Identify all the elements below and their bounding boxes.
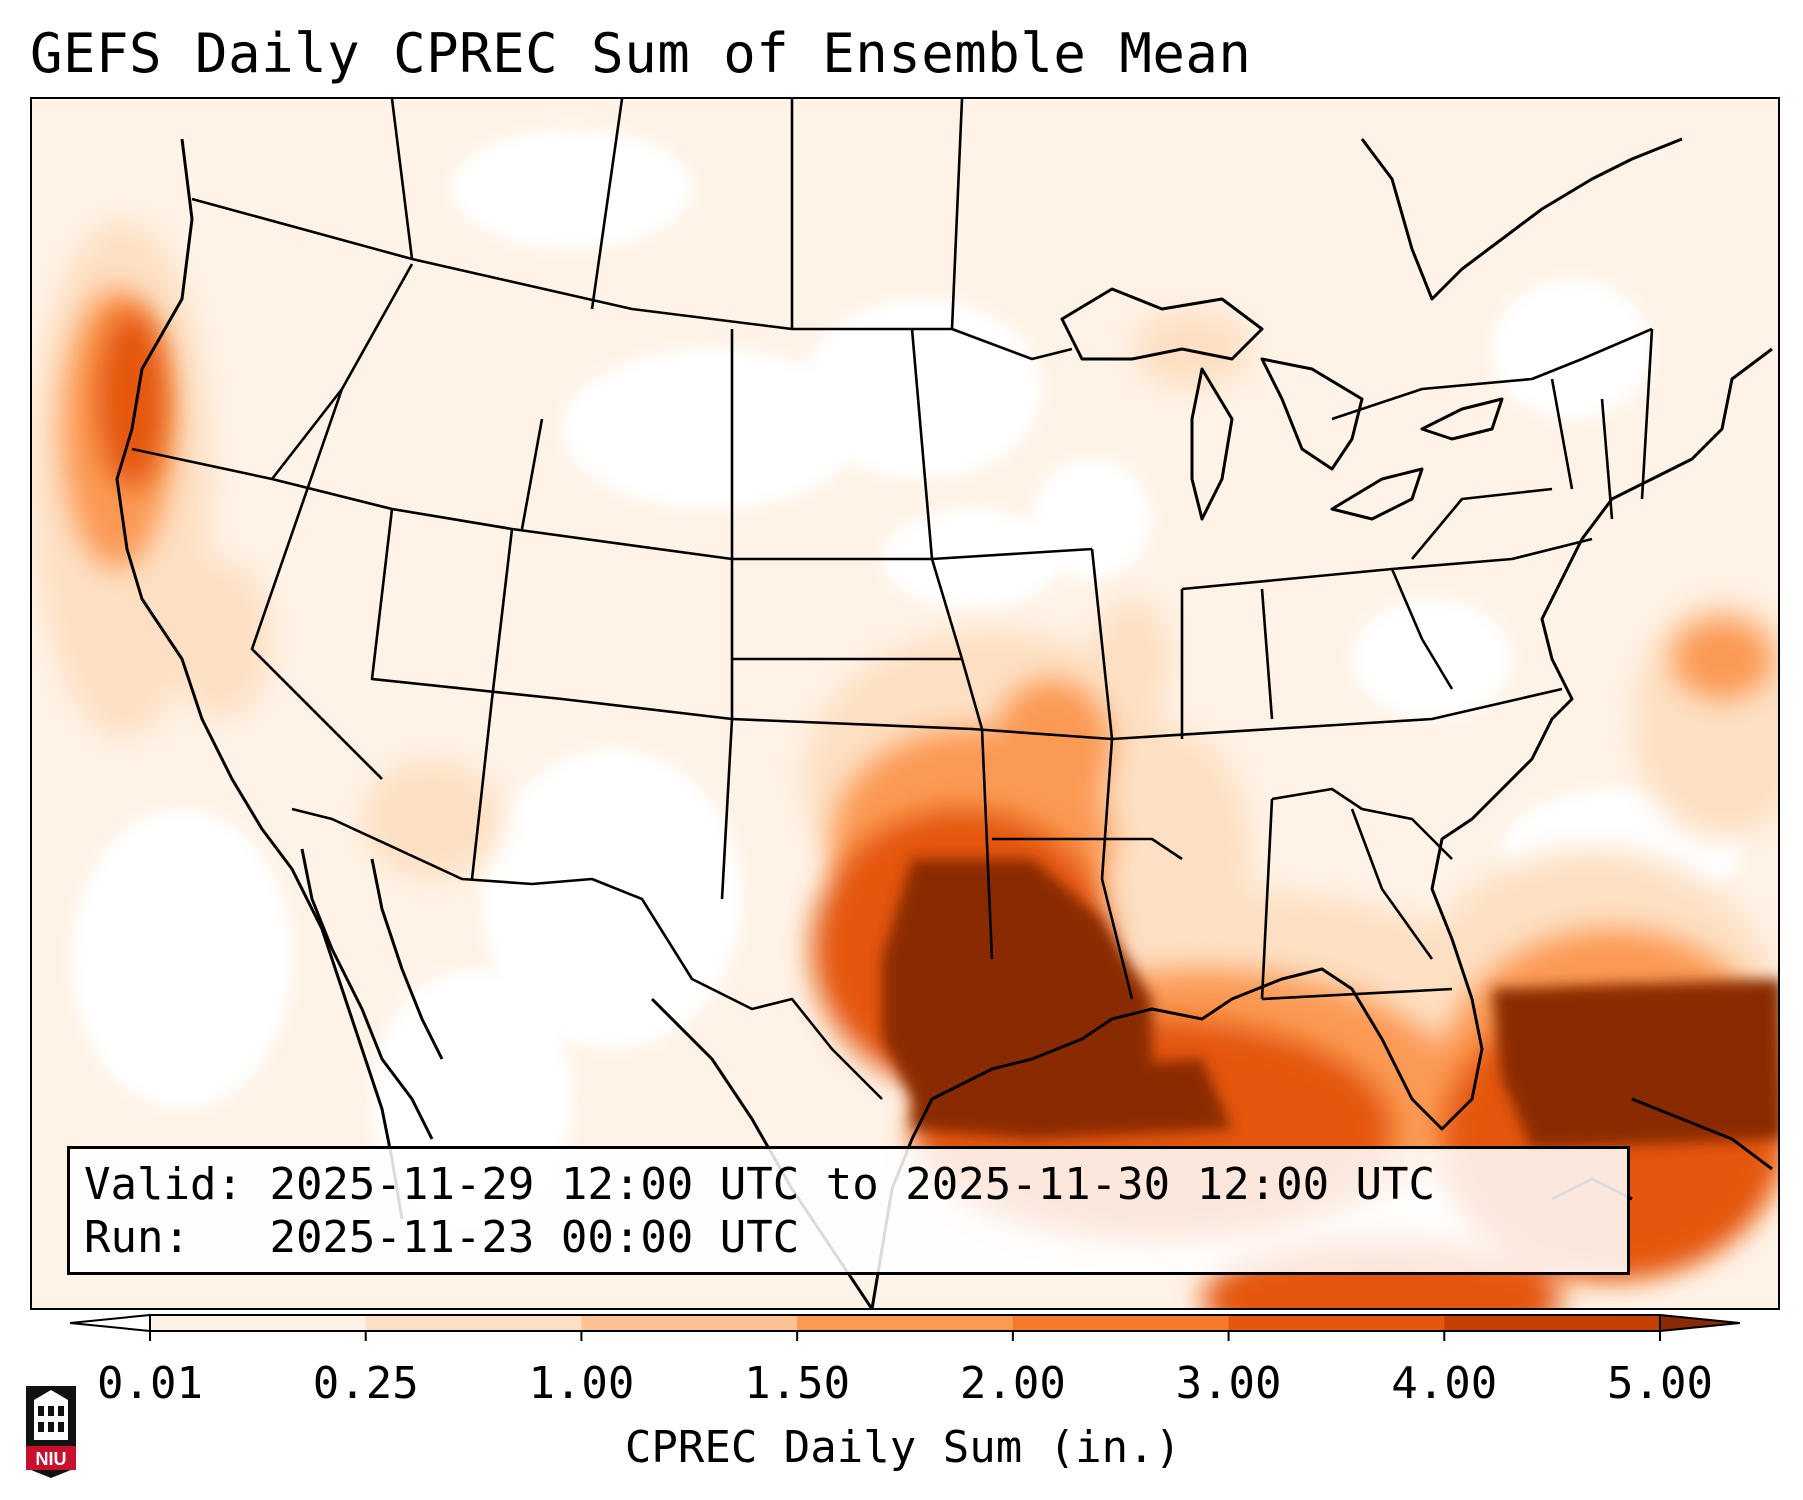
colorbar-tick-label: 1.50: [744, 1358, 851, 1409]
precipitation-map: [32, 99, 1778, 1308]
colorbar-segments: [149, 1314, 1661, 1332]
colorbar-over-triangle: [1659, 1313, 1740, 1333]
map-panel: [30, 97, 1780, 1310]
colorbar-segment: [1444, 1315, 1661, 1331]
run-value: 2025-11-23 00:00 UTC: [269, 1212, 800, 1263]
colorbar-segment: [797, 1315, 1014, 1331]
logo-text: NIU: [36, 1449, 67, 1469]
niu-shield-icon: NIU: [26, 1386, 76, 1478]
coastlines: [115, 137, 1773, 1308]
colorbar-under-triangle: [70, 1313, 151, 1333]
colorbar-tick-label: 1.00: [528, 1358, 635, 1409]
colorbar-tick-label: 0.25: [312, 1358, 419, 1409]
colorbar-segment: [1012, 1315, 1230, 1331]
colorbar: [70, 1313, 1740, 1341]
political-borders: [131, 99, 1654, 1100]
colorbar-tick-label: 4.00: [1391, 1358, 1498, 1409]
map-title: GEFS Daily CPREC Sum of Ensemble Mean: [30, 22, 1252, 85]
colorbar-segment: [581, 1315, 798, 1331]
colorbar-tick-label: 3.00: [1175, 1358, 1282, 1409]
valid-value: 2025-11-29 12:00 UTC to 2025-11-30 12:00…: [269, 1159, 1436, 1210]
colorbar-segment: [1228, 1315, 1445, 1331]
valid-run-info-box: Valid: 2025-11-29 12:00 UTC to 2025-11-3…: [67, 1146, 1630, 1275]
colorbar-tick-label: 5.00: [1607, 1358, 1713, 1409]
colorbar-tick-label: 0.01: [97, 1358, 203, 1409]
colorbar-label: CPREC Daily Sum (in.): [624, 1422, 1182, 1473]
valid-label: Valid:: [84, 1159, 243, 1210]
colorbar-tick-label: 2.00: [959, 1358, 1066, 1409]
colorbar-segment: [150, 1315, 367, 1331]
logo-band: [26, 1446, 76, 1470]
run-label: Run:: [84, 1212, 190, 1263]
colorbar-segment: [365, 1315, 582, 1331]
colorbar-ticks: [149, 1331, 1661, 1341]
precip-shading: [32, 99, 1778, 1308]
